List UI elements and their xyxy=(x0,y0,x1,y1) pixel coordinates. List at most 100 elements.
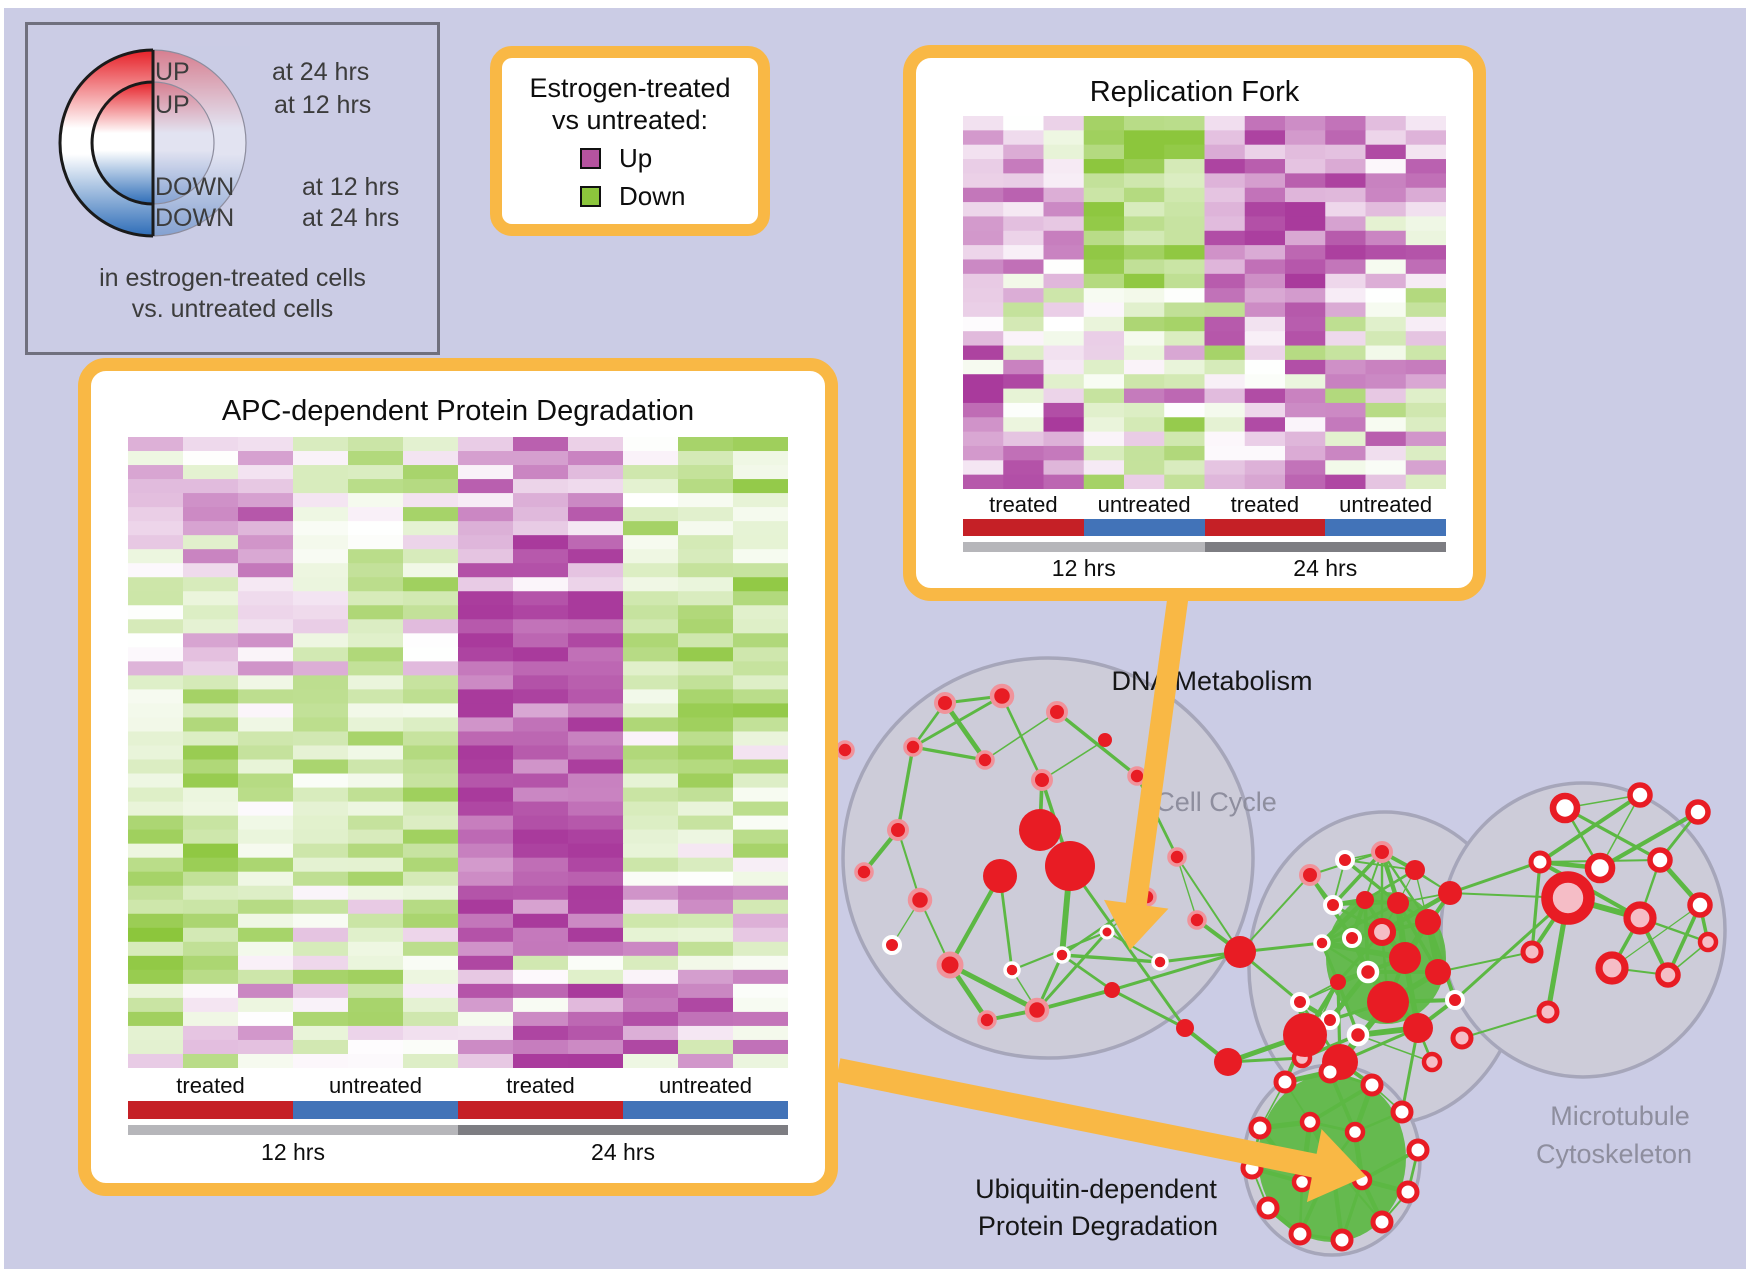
treated-bar-segment xyxy=(963,519,1084,536)
gene-node-wr xyxy=(1099,924,1115,940)
apc-sample-labels: treated untreated treated untreated xyxy=(128,1073,788,1099)
gene-node-wc xyxy=(1273,1070,1297,1094)
network-edge xyxy=(1176,856,1241,953)
down-label: Down xyxy=(619,181,686,211)
untreated-bar-segment xyxy=(1083,519,1205,536)
apc-time-labels: 12 hrs 24 hrs xyxy=(128,1139,788,1166)
legend-caption-line2: vs. untreated cells xyxy=(131,295,334,323)
gene-node-pr xyxy=(854,862,874,882)
updown-legend-title-line1: Estrogen-treated xyxy=(529,73,731,103)
gene-node-pr xyxy=(977,1010,997,1030)
time-label-12hrs: 12 hrs xyxy=(1051,555,1116,581)
network-edge xyxy=(1061,953,1161,964)
gene-node-pc xyxy=(1520,940,1544,964)
gene-node-wc xyxy=(1256,1196,1280,1220)
network-edge xyxy=(943,701,987,762)
gene-node-pr xyxy=(1371,841,1393,863)
gene-node-pc xyxy=(1536,1000,1560,1024)
network-edge xyxy=(1564,806,1661,862)
gene-node-s xyxy=(1438,881,1462,905)
gene-node-wc xyxy=(1627,782,1653,808)
network-edge xyxy=(896,746,915,831)
treated-bar-segment xyxy=(458,1101,623,1119)
network-edge xyxy=(1239,874,1311,953)
gene-node-s xyxy=(1045,841,1095,891)
gene-node-pc xyxy=(1367,917,1397,947)
network-edge xyxy=(1041,739,1106,781)
gene-node-s xyxy=(1405,860,1425,880)
sample-label: treated xyxy=(506,1073,575,1098)
network-edge xyxy=(1357,1034,1433,1063)
gene-node-pr xyxy=(903,737,923,757)
time-bar-12hrs xyxy=(963,542,1205,552)
network-edge xyxy=(1344,859,1416,871)
gene-node-pc xyxy=(1450,1026,1474,1050)
cluster-ellipse-microtubule-cytoskeleton xyxy=(1439,781,1727,1079)
gene-node-pr xyxy=(1031,769,1053,791)
sample-label: treated xyxy=(989,492,1058,517)
gene-node-pr xyxy=(989,683,1015,709)
gene-node-s xyxy=(1098,733,1112,747)
legend-up12-dir: UP xyxy=(155,91,190,119)
sample-label: treated xyxy=(176,1073,245,1098)
panel-to-cluster-arrow xyxy=(1125,595,1189,908)
legend-up12-time: at 12 hrs xyxy=(274,91,372,119)
network-edge xyxy=(1111,988,1186,1030)
network-edge xyxy=(1666,904,1702,976)
gene-node-wc xyxy=(1344,1121,1366,1143)
sample-label: untreated xyxy=(659,1073,752,1098)
cluster-label: Cell Cycle xyxy=(1155,787,1277,817)
gene-node-wc xyxy=(1647,847,1673,873)
apc-time-bar xyxy=(128,1125,788,1135)
gene-node-s xyxy=(1367,981,1409,1023)
legend-down12-time: at 12 hrs xyxy=(302,173,400,201)
updown-rings-icon xyxy=(58,46,250,240)
gene-node-wr xyxy=(882,935,902,955)
gene-node-wr xyxy=(1445,990,1465,1010)
untreated-bar-segment xyxy=(623,1101,788,1119)
gene-node-pr xyxy=(1167,847,1187,867)
replication-fork-panel: Replication Fork treated untreated treat… xyxy=(903,45,1486,601)
apc-treatment-bar xyxy=(128,1101,788,1119)
updown-legend-title-line2: vs untreated: xyxy=(551,105,709,135)
gene-node-wr xyxy=(1151,953,1169,971)
gene-node-s xyxy=(1415,909,1441,935)
time-bar-24hrs xyxy=(1204,542,1446,552)
replication-time-labels: 12 hrs 24 hrs xyxy=(963,555,1446,582)
cluster-label: Cytoskeleton xyxy=(1536,1139,1692,1169)
gene-node-s xyxy=(1330,974,1346,990)
gene-node-s xyxy=(1356,891,1374,909)
cluster-label: DNA Metabolism xyxy=(1111,666,1312,696)
gene-node-pr xyxy=(975,750,995,770)
gene-node-wc xyxy=(1318,1060,1342,1084)
network-edge xyxy=(1111,950,1241,992)
network-edge xyxy=(1176,856,1198,921)
gene-node-wc xyxy=(1687,892,1713,918)
network-edge xyxy=(912,745,986,762)
gene-node-s xyxy=(1019,809,1061,851)
network-edge xyxy=(1461,1011,1549,1039)
time-label-12hrs: 12 hrs xyxy=(261,1139,325,1165)
gene-node-wr xyxy=(1290,992,1310,1012)
gene-node-pr xyxy=(907,887,933,913)
network-edge xyxy=(1437,951,1533,973)
panel-to-cluster-arrow xyxy=(835,1058,1319,1178)
gene-node-wr xyxy=(1003,961,1021,979)
network-edge xyxy=(1000,695,1044,781)
gene-node-wc xyxy=(1299,1111,1321,1133)
apc-panel: APC-dependent Protein Degradation treate… xyxy=(78,358,838,1196)
network-edge xyxy=(948,874,1002,967)
untreated-bar-segment xyxy=(1325,519,1446,536)
gene-node-pr xyxy=(936,951,964,979)
gene-node-wc xyxy=(1549,792,1581,824)
gene-node-s xyxy=(1104,982,1120,998)
time-label-24hrs: 24 hrs xyxy=(591,1139,655,1165)
time-bar-24hrs xyxy=(458,1125,788,1135)
treated-bar-segment xyxy=(1204,519,1326,536)
gene-node-wr xyxy=(1356,960,1380,984)
up-label: Up xyxy=(619,143,653,173)
gene-node-wc xyxy=(1288,1222,1312,1246)
gene-node-wc xyxy=(1390,1100,1414,1124)
